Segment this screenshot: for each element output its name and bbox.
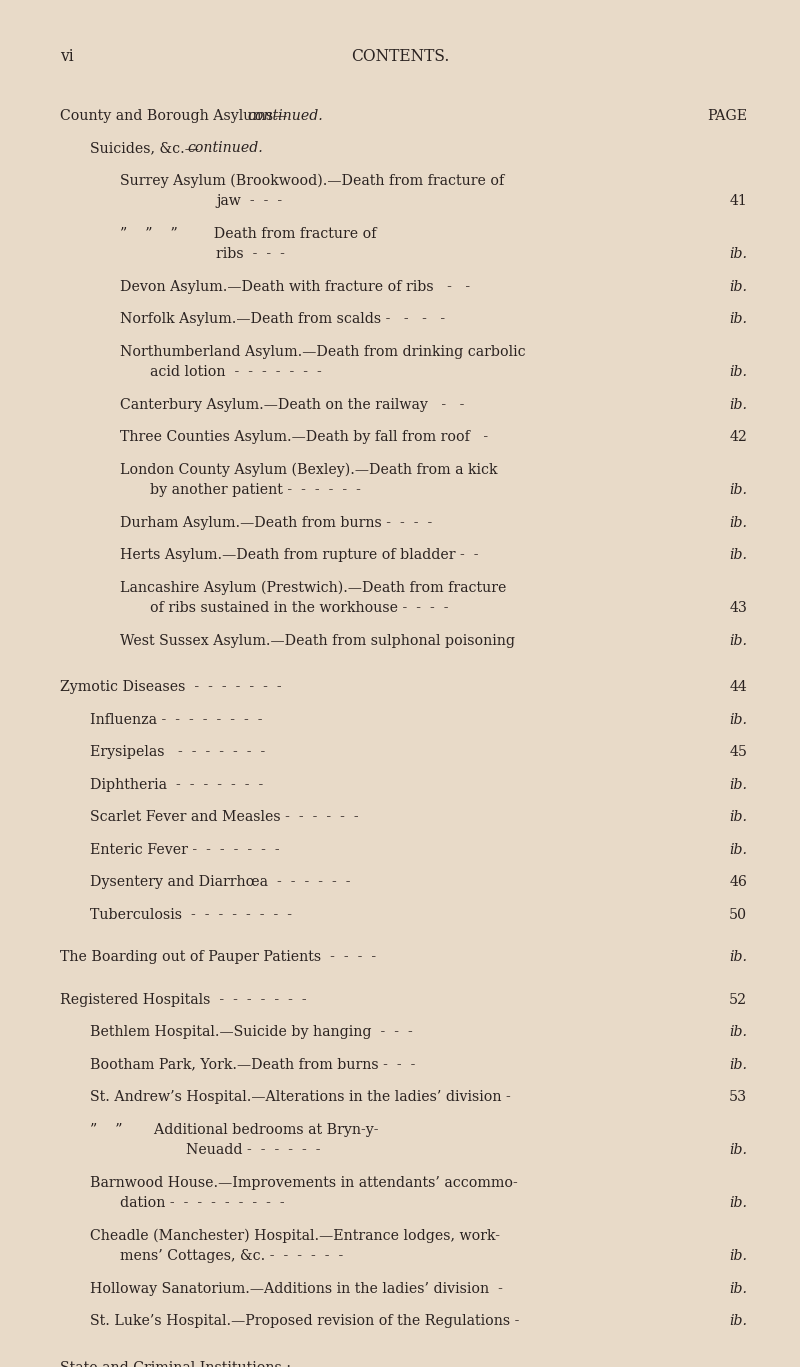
Text: Devon Asylum.—Death with fracture of ribs   -   -: Devon Asylum.—Death with fracture of rib…	[120, 280, 470, 294]
Text: 53: 53	[729, 1091, 747, 1105]
Text: Lancashire Asylum (Prestwich).—Death from fracture: Lancashire Asylum (Prestwich).—Death fro…	[120, 581, 506, 595]
Text: ib.: ib.	[730, 398, 747, 411]
Text: ib.: ib.	[730, 548, 747, 562]
Text: 44: 44	[730, 681, 747, 694]
Text: 41: 41	[730, 194, 747, 208]
Text: Durham Asylum.—Death from burns -  -  -  -: Durham Asylum.—Death from burns - - - -	[120, 515, 432, 530]
Text: of ribs sustained in the workhouse -  -  -  -: of ribs sustained in the workhouse - - -…	[150, 601, 449, 615]
Text: ib.: ib.	[730, 1058, 747, 1072]
Text: PAGE: PAGE	[707, 109, 747, 123]
Text: Holloway Sanatorium.—Additions in the ladies’ division  -: Holloway Sanatorium.—Additions in the la…	[90, 1282, 503, 1296]
Text: Diphtheria  -  -  -  -  -  -  -: Diphtheria - - - - - - -	[90, 778, 263, 791]
Text: ib.: ib.	[730, 712, 747, 727]
Text: ib.: ib.	[730, 778, 747, 791]
Text: ib.: ib.	[730, 842, 747, 857]
Text: Barnwood House.—Improvements in attendants’ accommo-: Barnwood House.—Improvements in attendan…	[90, 1176, 518, 1189]
Text: ib.: ib.	[730, 1025, 747, 1039]
Text: ib.: ib.	[730, 1282, 747, 1296]
Text: ib.: ib.	[730, 634, 747, 648]
Text: County and Borough Asylums—: County and Borough Asylums—	[60, 109, 287, 123]
Text: Canterbury Asylum.—Death on the railway   -   -: Canterbury Asylum.—Death on the railway …	[120, 398, 464, 411]
Text: ib.: ib.	[730, 484, 747, 498]
Text: Surrey Asylum (Brookwood).—Death from fracture of: Surrey Asylum (Brookwood).—Death from fr…	[120, 174, 504, 189]
Text: Tuberculosis  -  -  -  -  -  -  -  -: Tuberculosis - - - - - - - -	[90, 908, 292, 921]
Text: continued.: continued.	[187, 141, 263, 156]
Text: Bethlem Hospital.—Suicide by hanging  -  -  -: Bethlem Hospital.—Suicide by hanging - -…	[90, 1025, 413, 1039]
Text: Bootham Park, York.—Death from burns -  -  -: Bootham Park, York.—Death from burns - -…	[90, 1058, 415, 1072]
Text: 43: 43	[730, 601, 747, 615]
Text: St. Andrew’s Hospital.—Alterations in the ladies’ division -: St. Andrew’s Hospital.—Alterations in th…	[90, 1091, 510, 1105]
Text: ib.: ib.	[730, 312, 747, 327]
Text: ib.: ib.	[730, 811, 747, 824]
Text: The Boarding out of Pauper Patients  -  -  -  -: The Boarding out of Pauper Patients - - …	[60, 950, 376, 964]
Text: ib.: ib.	[730, 1143, 747, 1158]
Text: Registered Hospitals  -  -  -  -  -  -  -: Registered Hospitals - - - - - - -	[60, 992, 306, 1006]
Text: vi: vi	[60, 48, 74, 66]
Text: mens’ Cottages, &c. -  -  -  -  -  -: mens’ Cottages, &c. - - - - - -	[120, 1249, 343, 1263]
Text: ”    ”       Additional bedrooms at Bryn-y-: ” ” Additional bedrooms at Bryn-y-	[90, 1122, 378, 1137]
Text: ib.: ib.	[730, 950, 747, 964]
Text: 46: 46	[730, 875, 747, 890]
Text: Cheadle (Manchester) Hospital.—Entrance lodges, work-: Cheadle (Manchester) Hospital.—Entrance …	[90, 1229, 500, 1243]
Text: London County Asylum (Bexley).—Death from a kick: London County Asylum (Bexley).—Death fro…	[120, 463, 498, 477]
Text: Erysipelas   -  -  -  -  -  -  -: Erysipelas - - - - - - -	[90, 745, 266, 759]
Text: Influenza -  -  -  -  -  -  -  -: Influenza - - - - - - - -	[90, 712, 262, 727]
Text: by another patient -  -  -  -  -  -: by another patient - - - - - -	[150, 484, 361, 498]
Text: Scarlet Fever and Measles -  -  -  -  -  -: Scarlet Fever and Measles - - - - - -	[90, 811, 358, 824]
Text: ib.: ib.	[730, 515, 747, 530]
Text: ib.: ib.	[730, 247, 747, 261]
Text: Herts Asylum.—Death from rupture of bladder -  -: Herts Asylum.—Death from rupture of blad…	[120, 548, 478, 562]
Text: ib.: ib.	[730, 1249, 747, 1263]
Text: Neuadd -  -  -  -  -  -: Neuadd - - - - - -	[186, 1143, 321, 1158]
Text: Three Counties Asylum.—Death by fall from roof   -: Three Counties Asylum.—Death by fall fro…	[120, 431, 488, 444]
Text: Enteric Fever -  -  -  -  -  -  -: Enteric Fever - - - - - - -	[90, 842, 280, 857]
Text: continued.: continued.	[247, 109, 323, 123]
Text: Norfolk Asylum.—Death from scalds -   -   -   -: Norfolk Asylum.—Death from scalds - - - …	[120, 312, 445, 327]
Text: jaw  -  -  -: jaw - - -	[216, 194, 282, 208]
Text: West Sussex Asylum.—Death from sulphonal poisoning: West Sussex Asylum.—Death from sulphonal…	[120, 634, 515, 648]
Text: ”    ”    ”        Death from fracture of: ” ” ” Death from fracture of	[120, 227, 377, 241]
Text: Zymotic Diseases  -  -  -  -  -  -  -: Zymotic Diseases - - - - - - -	[60, 681, 282, 694]
Text: ib.: ib.	[730, 1314, 747, 1329]
Text: St. Luke’s Hospital.—Proposed revision of the Regulations -: St. Luke’s Hospital.—Proposed revision o…	[90, 1314, 519, 1329]
Text: ib.: ib.	[730, 280, 747, 294]
Text: CONTENTS.: CONTENTS.	[351, 48, 449, 66]
Text: 42: 42	[730, 431, 747, 444]
Text: 52: 52	[729, 992, 747, 1006]
Text: ib.: ib.	[730, 365, 747, 379]
Text: Dysentery and Diarrhœa  -  -  -  -  -  -: Dysentery and Diarrhœa - - - - - -	[90, 875, 350, 890]
Text: ribs  -  -  -: ribs - - -	[216, 247, 285, 261]
Text: acid lotion  -  -  -  -  -  -  -: acid lotion - - - - - - -	[150, 365, 322, 379]
Text: State and Criminal Institutions :: State and Criminal Institutions :	[60, 1360, 291, 1367]
Text: dation -  -  -  -  -  -  -  -  -: dation - - - - - - - - -	[120, 1196, 285, 1210]
Text: Northumberland Asylum.—Death from drinking carbolic: Northumberland Asylum.—Death from drinki…	[120, 344, 526, 358]
Text: ib.: ib.	[730, 1196, 747, 1210]
Text: 45: 45	[730, 745, 747, 759]
Text: 50: 50	[729, 908, 747, 921]
Text: Suicides, &c.—: Suicides, &c.—	[90, 141, 199, 156]
